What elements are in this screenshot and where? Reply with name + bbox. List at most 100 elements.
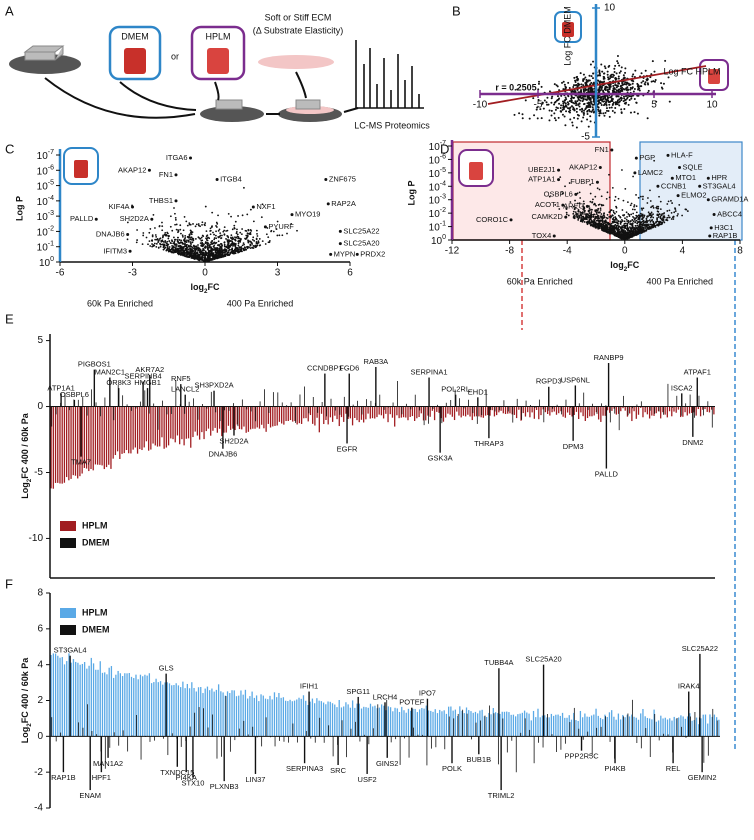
background-dot — [594, 210, 597, 213]
background-dot — [582, 200, 585, 203]
background-dot — [628, 226, 631, 229]
y-tick-label: 5 — [37, 335, 43, 346]
background-dot — [169, 225, 172, 228]
background-dot — [228, 239, 230, 241]
background-dot — [625, 235, 627, 237]
background-dot — [585, 213, 588, 216]
background-dot — [187, 248, 190, 251]
background-dot — [213, 233, 215, 236]
background-dot — [631, 224, 634, 227]
background-dot — [605, 231, 608, 233]
background-dot — [230, 215, 232, 218]
background-dot — [650, 225, 653, 228]
background-dot — [272, 230, 275, 233]
background-dot — [609, 232, 612, 235]
background-dot — [180, 232, 182, 235]
background-dot — [588, 108, 591, 111]
background-dot — [613, 71, 616, 74]
background-dot — [654, 78, 657, 81]
background-dot — [611, 76, 614, 79]
background-dot — [619, 216, 622, 218]
background-dot — [542, 107, 545, 110]
background-dot — [191, 247, 194, 249]
y-tick-exp: -7 — [48, 149, 54, 156]
background-dot — [152, 214, 155, 216]
background-dot — [577, 98, 580, 101]
background-dot — [609, 85, 612, 88]
schematic: DMEM or HPLM Soft or Stiff ECM (Δ Substr… — [9, 12, 430, 130]
background-dot — [184, 247, 187, 250]
background-dot — [565, 86, 568, 89]
gene-label: DPM3 — [563, 442, 584, 451]
gene-point — [94, 217, 98, 221]
background-dot — [589, 100, 592, 103]
background-dot — [600, 204, 603, 207]
background-dot — [572, 210, 575, 213]
background-dot — [257, 240, 260, 243]
background-dot — [625, 211, 628, 214]
background-dot — [624, 224, 626, 227]
background-dot — [686, 210, 689, 212]
background-dot — [592, 81, 595, 84]
y-tick-base: 10 — [37, 242, 49, 253]
background-dot — [237, 215, 239, 217]
background-dot — [636, 226, 639, 229]
background-dot — [195, 223, 198, 226]
background-dot — [547, 103, 550, 106]
background-dot — [267, 236, 270, 239]
gene-label: CAMK2D — [531, 212, 563, 221]
background-dot — [626, 201, 629, 204]
background-dot — [559, 110, 562, 113]
background-dot — [187, 239, 190, 242]
gene-label: KIF4A — [109, 202, 130, 211]
background-dot — [576, 202, 579, 205]
gene-label: POTEF — [399, 698, 424, 707]
background-dot — [189, 231, 192, 234]
background-dot — [681, 214, 684, 217]
background-dot — [615, 95, 618, 98]
background-dot — [234, 247, 237, 250]
background-dot — [201, 239, 204, 242]
background-dot — [635, 219, 638, 222]
annotation: 60k Pa Enriched — [87, 298, 153, 308]
background-dot — [583, 78, 586, 81]
background-dot — [630, 79, 633, 82]
background-dot — [187, 245, 190, 248]
background-dot — [641, 228, 644, 231]
gene-label: SLC25A22 — [343, 226, 379, 235]
background-dot — [567, 81, 570, 84]
background-dot — [617, 214, 620, 217]
background-dot — [614, 64, 617, 67]
x-tick-label: -8 — [505, 246, 514, 257]
gene-label: IRAK4 — [678, 682, 700, 691]
background-dot — [532, 97, 535, 100]
y-tick-exp: -3 — [440, 194, 446, 201]
background-dot — [602, 204, 605, 207]
background-dot — [221, 250, 224, 252]
background-dot — [616, 103, 619, 106]
background-dot — [151, 235, 154, 238]
background-dot — [573, 208, 576, 211]
background-dot — [609, 223, 611, 226]
background-dot — [599, 112, 602, 115]
background-dot — [575, 212, 578, 215]
background-dot — [600, 63, 603, 66]
background-dot — [183, 253, 186, 256]
background-dot — [665, 219, 667, 221]
background-dot — [678, 204, 681, 206]
background-dot — [533, 114, 536, 117]
gene-label: THRAP3 — [474, 439, 504, 448]
background-dot — [206, 246, 209, 248]
background-dot — [578, 102, 581, 105]
y-tick-label: 0 — [37, 731, 43, 742]
background-dot — [553, 112, 556, 115]
background-dot — [232, 245, 234, 247]
background-dot — [622, 214, 625, 217]
background-dot — [574, 206, 577, 209]
background-dot — [603, 100, 606, 103]
legend-label: DMEM — [82, 624, 110, 634]
gene-point — [215, 177, 219, 181]
background-dot — [555, 106, 558, 109]
background-dot — [607, 228, 610, 231]
background-dot — [175, 243, 178, 246]
